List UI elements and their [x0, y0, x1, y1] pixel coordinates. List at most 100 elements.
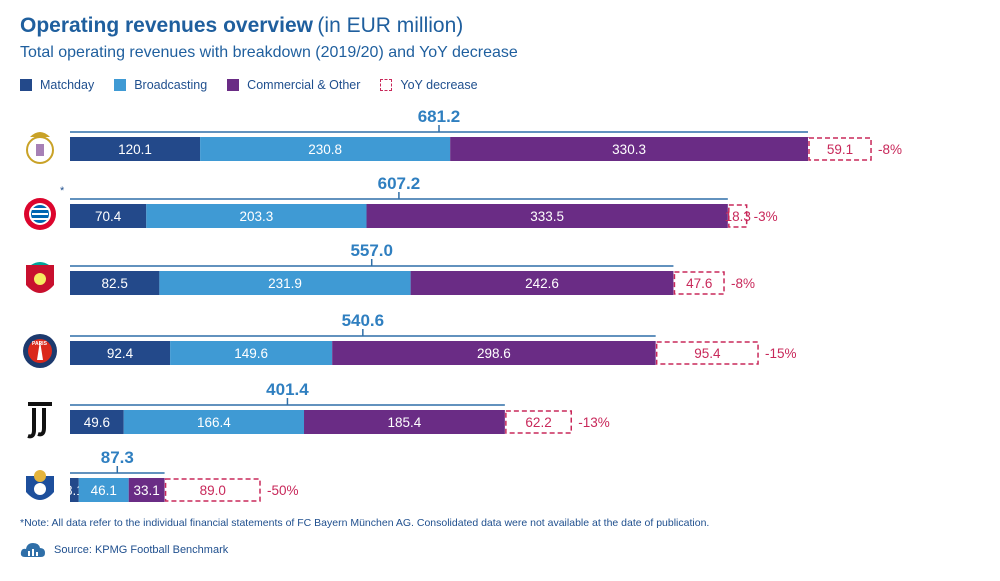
asterisk-mark: *: [60, 185, 65, 197]
real-madrid-crest-icon: [26, 132, 54, 164]
value-label-matchday: 82.5: [102, 276, 128, 291]
legend-swatch-commercial: [227, 79, 240, 91]
club-row: 681.2 120.1 230.8 330.3 59.1 -8%: [26, 107, 902, 164]
crest-stripe: [32, 208, 48, 210]
legend-swatch-broadcasting: [114, 79, 127, 91]
bar-commercial: [366, 204, 728, 228]
yoy-value-label: 47.6: [686, 276, 712, 291]
yoy-percent-label: -8%: [878, 142, 902, 157]
legend-label-broadcasting: Broadcasting: [134, 78, 208, 92]
total-label: 607.2: [378, 174, 421, 193]
crest-stripe: [32, 218, 48, 220]
total-label: 540.6: [342, 311, 385, 330]
crest-text: PARIS: [32, 341, 48, 347]
yoy-value-label: 18.3: [725, 209, 751, 224]
value-label-broadcasting: 46.1: [91, 483, 117, 498]
crest-tower: [37, 341, 43, 360]
value-label-matchday: 49.6: [84, 415, 110, 430]
crest-band: [36, 144, 44, 156]
crest-ball: [34, 483, 46, 495]
yoy-value-label: 95.4: [694, 346, 721, 361]
crest-wordmark: [28, 402, 52, 406]
bar-matchday: [70, 410, 124, 434]
legend-label-commercial: Commercial & Other: [247, 78, 361, 92]
source-text: Source: KPMG Football Benchmark: [54, 544, 229, 556]
legend-swatch-yoy: [380, 79, 393, 91]
chart-title-main: Operating revenues overview: [20, 14, 313, 37]
value-label-commercial: 298.6: [477, 346, 511, 361]
yoy-box: [164, 478, 261, 502]
legend-item-matchday: Matchday: [20, 78, 94, 92]
chart-title: Operating revenues overview (in EUR mill…: [20, 14, 463, 38]
value-label-broadcasting: 203.3: [239, 209, 273, 224]
club-row: PARIS 540.6 92.4 149.6 298.6 95.4 -15%: [23, 311, 797, 368]
bar-broadcasting: [78, 478, 129, 502]
crest-crown: [34, 470, 46, 482]
bar-matchday: [70, 341, 171, 365]
value-label-commercial: 33.1: [134, 483, 160, 498]
crest-stripe: [32, 213, 48, 215]
cloud-chart-icon: [20, 543, 45, 557]
yoy-percent-label: -15%: [765, 346, 797, 361]
fc-porto-crest-icon: [26, 470, 54, 500]
crest-liverbird: [34, 273, 46, 285]
value-label-commercial: 242.6: [525, 276, 559, 291]
legend-item-broadcasting: Broadcasting: [114, 78, 207, 92]
value-label-broadcasting: 231.9: [268, 276, 302, 291]
yoy-box: [673, 271, 725, 295]
yoy-percent-label: -8%: [731, 276, 755, 291]
yoy-value-label: 62.2: [525, 415, 551, 430]
yoy-box: [808, 137, 872, 161]
yoy-box: [728, 204, 748, 228]
yoy-box: [655, 341, 759, 365]
liverpool-crest-icon: [26, 262, 54, 293]
bar-broadcasting: [146, 204, 367, 228]
footnote: *Note: All data refer to the individual …: [20, 517, 710, 529]
yoy-value-label: 59.1: [827, 142, 853, 157]
yoy-percent-label: -50%: [267, 483, 299, 498]
legend-label-yoy: YoY decrease: [400, 78, 478, 92]
bayern-munich-crest-icon: [24, 198, 56, 230]
bar-broadcasting: [200, 137, 451, 161]
bar-broadcasting: [170, 341, 333, 365]
value-label-matchday: 70.4: [95, 209, 122, 224]
value-label-broadcasting: 230.8: [308, 142, 342, 157]
value-label-commercial: 330.3: [612, 142, 646, 157]
chart-subtitle: Total operating revenues with breakdown …: [20, 44, 518, 61]
yoy-box: [505, 410, 573, 434]
club-row: * 607.2 70.4 203.3 333.5 18.3 -3%: [24, 174, 778, 230]
yoy-percent-label: -3%: [754, 209, 778, 224]
bar-broadcasting: [159, 271, 411, 295]
legend-swatch-matchday: [20, 79, 32, 91]
yoy-value-label: 89.0: [200, 483, 226, 498]
bar-matchday: [70, 478, 79, 502]
bar-commercial: [332, 341, 656, 365]
value-label-commercial: 185.4: [388, 415, 422, 430]
legend-label-matchday: Matchday: [40, 78, 95, 92]
juventus-crest-icon: [27, 402, 52, 439]
bar-commercial: [304, 410, 505, 434]
total-label: 87.3: [101, 448, 134, 467]
crest-j-left: [27, 408, 36, 439]
bar-commercial: [410, 271, 674, 295]
bar-broadcasting: [123, 410, 305, 434]
bar-commercial: [450, 137, 808, 161]
value-label-commercial: 333.5: [530, 209, 564, 224]
bar-commercial: [128, 478, 165, 502]
crest-j-right: [37, 408, 46, 437]
legend: Matchday Broadcasting Commercial & Other…: [20, 78, 498, 92]
chart-title-unit: (in EUR million): [317, 14, 464, 37]
value-label-broadcasting: 149.6: [234, 346, 268, 361]
value-label-broadcasting: 166.4: [197, 415, 231, 430]
value-label-matchday: 120.1: [118, 142, 152, 157]
source-line: Source: KPMG Football Benchmark: [20, 542, 228, 558]
yoy-percent-label: -13%: [578, 415, 610, 430]
total-label: 401.4: [266, 380, 309, 399]
crest-gate: [31, 262, 49, 265]
club-row: 401.4 49.6 166.4 185.4 62.2 -13%: [27, 380, 610, 439]
legend-item-commercial: Commercial & Other: [227, 78, 360, 92]
total-label: 557.0: [350, 241, 393, 260]
psg-crest-icon: PARIS: [23, 334, 57, 368]
bar-matchday: [70, 204, 147, 228]
